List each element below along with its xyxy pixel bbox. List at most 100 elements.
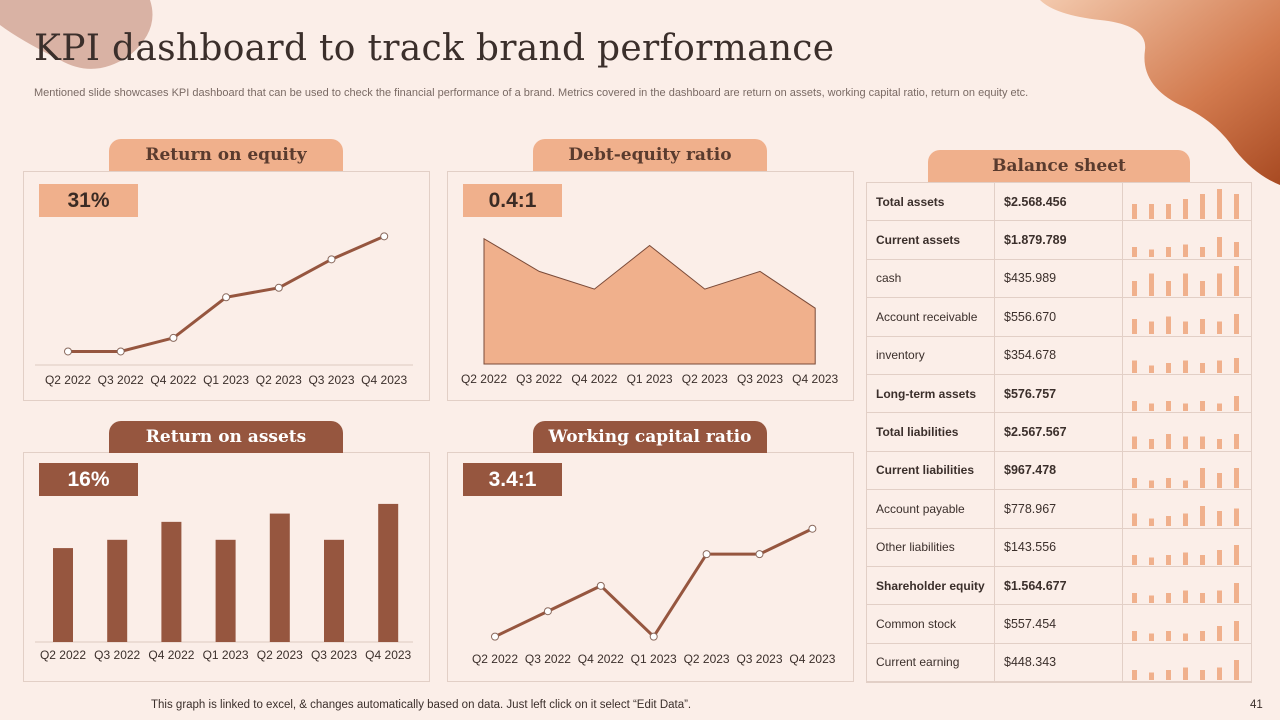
data-point (222, 293, 231, 302)
balance-sheet-value: $354.678 (995, 336, 1123, 374)
balance-sheet-sparkline (1123, 529, 1251, 566)
x-tick-label: Q2 2023 (257, 648, 303, 662)
sparkline-bar (1166, 669, 1171, 680)
sparkline-bar (1200, 400, 1205, 411)
x-tick-label: Q2 2023 (256, 373, 302, 387)
tab-return-on-equity: Return on equity (109, 139, 343, 171)
sparkline-chart (1132, 395, 1239, 411)
sparkline-bar (1234, 357, 1239, 373)
balance-sheet-row: inventory $354.678 (867, 336, 1251, 375)
sparkline-chart (1132, 265, 1239, 296)
balance-sheet-label: Shareholder equity (867, 566, 995, 605)
series-line (494, 527, 814, 639)
top-right-decorative-blob (1040, 0, 1280, 185)
tab-working-capital-ratio: Working capital ratio (533, 421, 767, 453)
sparkline-chart (1132, 357, 1239, 373)
sparkline-chart (1132, 582, 1239, 603)
balance-sheet-label: Other liabilities (867, 528, 995, 566)
x-tick-label: Q4 2023 (361, 373, 407, 387)
x-tick-label: Q2 2023 (682, 372, 728, 386)
balance-sheet-value: $967.478 (995, 451, 1123, 490)
x-tick-label: Q2 2022 (461, 372, 507, 386)
balance-sheet-label: Total liabilities (867, 413, 995, 451)
balance-sheet-label: Current assets (867, 221, 995, 259)
x-tick-label: Q3 2022 (94, 648, 140, 662)
sparkline-bar (1149, 273, 1154, 296)
sparkline-bar (1183, 321, 1188, 335)
sparkline-bar (1217, 511, 1222, 527)
balance-sheet-label: Long-term assets (867, 374, 995, 413)
bar (324, 539, 344, 642)
x-tick-label: Q4 2023 (789, 652, 835, 666)
sparkline-bar (1149, 557, 1154, 565)
x-tick-label: Q3 2022 (516, 372, 562, 386)
sparkline-bar (1166, 592, 1171, 603)
sparkline-bar (1183, 480, 1188, 488)
sparkline-bar (1200, 554, 1205, 565)
sparkline-chart (1132, 237, 1239, 258)
tab-balance-sheet: Balance sheet (928, 150, 1190, 182)
sparkline-bar (1234, 659, 1239, 680)
sparkline-bar (1132, 513, 1137, 527)
data-point (380, 232, 389, 241)
data-point (808, 524, 817, 533)
sparkline-bar (1149, 672, 1154, 680)
sparkline-bar (1200, 362, 1205, 373)
x-tick-label: Q3 2023 (308, 373, 354, 387)
sparkline-bar (1200, 319, 1205, 335)
sparkline-bar (1183, 403, 1188, 411)
sparkline-bar (1200, 280, 1205, 296)
sparkline-bar (1217, 626, 1222, 642)
bar (107, 539, 128, 642)
sparkline-bar (1200, 247, 1205, 258)
balance-sheet-sparkline (1123, 337, 1251, 374)
balance-sheet-row: Common stock $557.454 (867, 605, 1251, 644)
page-subtitle: Mentioned slide showcases KPI dashboard … (34, 87, 1029, 99)
sparkline-bar (1132, 204, 1137, 219)
balance-sheet-value: $448.343 (995, 643, 1123, 682)
x-tick-label: Q2 2023 (684, 652, 730, 666)
sparkline-bar (1132, 631, 1137, 642)
balance-sheet-sparkline (1123, 413, 1251, 450)
balance-sheet-sparkline (1123, 605, 1251, 642)
data-point (755, 550, 764, 559)
sparkline-bar (1149, 439, 1154, 450)
sparkline-bar (1234, 434, 1239, 450)
sparkline-bar (1183, 633, 1188, 642)
x-tick-label: Q2 2022 (40, 648, 86, 662)
balance-sheet-row: Current earning $448.343 (867, 643, 1251, 683)
sparkline-bar (1132, 247, 1137, 258)
sparkline-bar (1166, 316, 1171, 335)
sparkline-bar (1166, 400, 1171, 411)
x-tick-label: Q3 2022 (98, 373, 144, 387)
balance-sheet-sparkline (1123, 221, 1251, 258)
sparkline-bar (1166, 554, 1171, 565)
sparkline-bar (1149, 204, 1154, 219)
balance-sheet-row: Account payable $778.967 (867, 490, 1251, 529)
balance-sheet-row: Other liabilities $143.556 (867, 528, 1251, 567)
sparkline-bar (1183, 436, 1188, 450)
sparkline-bar (1166, 631, 1171, 642)
sparkline-bar (1183, 199, 1188, 219)
bar (161, 521, 182, 642)
sparkline-bar (1234, 467, 1239, 488)
data-point (274, 283, 283, 292)
sparkline-bar (1132, 319, 1137, 335)
sparkline-bar (1217, 237, 1222, 258)
balance-sheet-row: Shareholder equity $1.564.677 (867, 566, 1251, 606)
sparkline-chart (1132, 544, 1239, 565)
x-tick-label: Q1 2023 (203, 373, 249, 387)
balance-sheet-label: Account receivable (867, 298, 995, 336)
sparkline-bar (1149, 480, 1154, 488)
sparkline-chart (1132, 434, 1239, 450)
balance-sheet-row: Account receivable $556.670 (867, 298, 1251, 337)
sparkline-bar (1217, 273, 1222, 296)
series-area (483, 237, 816, 365)
sparkline-bar (1200, 669, 1205, 680)
working-capital-ratio-kpi: 3.4:1 (463, 463, 562, 496)
x-tick-label: Q3 2022 (525, 652, 571, 666)
debt-equity-ratio-kpi: 0.4:1 (463, 184, 562, 217)
balance-sheet-value: $556.670 (995, 298, 1123, 336)
page-title: KPI dashboard to track brand performance (34, 28, 835, 69)
x-tick-label: Q4 2022 (578, 652, 624, 666)
